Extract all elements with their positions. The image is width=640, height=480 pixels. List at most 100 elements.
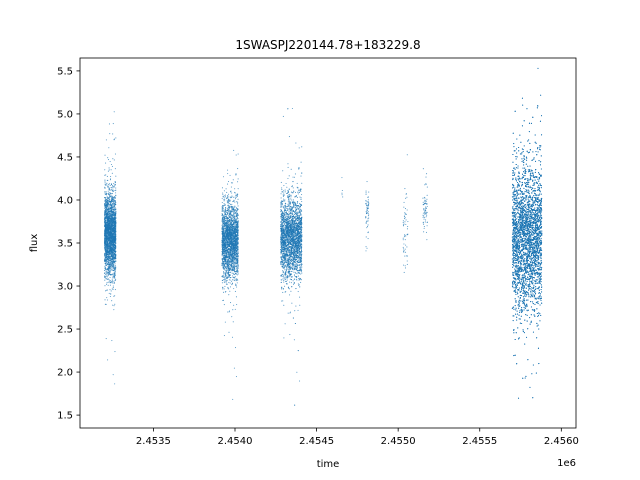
data-point — [226, 224, 228, 226]
data-point — [226, 218, 228, 220]
data-point — [110, 240, 112, 242]
data-point — [104, 174, 106, 176]
data-point — [108, 192, 110, 194]
data-point — [110, 262, 112, 264]
data-point — [108, 222, 110, 224]
data-point — [221, 202, 223, 204]
data-point — [113, 258, 115, 260]
data-point — [227, 247, 229, 249]
data-point — [112, 225, 114, 227]
data-point — [111, 250, 113, 252]
data-point — [233, 288, 235, 290]
data-point — [222, 274, 225, 276]
data-point — [106, 297, 108, 299]
data-point — [108, 212, 110, 214]
data-point — [111, 190, 113, 192]
data-point — [104, 203, 106, 205]
data-point — [111, 188, 113, 190]
data-point — [114, 264, 116, 266]
data-point — [229, 286, 231, 288]
data-point — [229, 191, 232, 193]
data-point — [110, 239, 112, 241]
data-point — [105, 209, 107, 211]
data-point — [108, 255, 110, 257]
data-point — [111, 208, 113, 210]
data-point — [234, 191, 236, 193]
data-point — [237, 245, 239, 247]
data-point — [104, 245, 106, 247]
data-point — [230, 302, 232, 304]
data-point — [110, 237, 112, 239]
data-point — [222, 262, 225, 264]
data-point — [112, 219, 114, 221]
data-point — [115, 266, 117, 268]
data-point — [221, 257, 223, 259]
data-point — [115, 212, 117, 214]
data-point — [229, 282, 231, 284]
data-point — [226, 212, 228, 214]
data-point — [106, 255, 108, 257]
data-point — [114, 168, 116, 170]
data-point — [222, 215, 224, 217]
data-point — [112, 202, 114, 204]
data-point — [105, 212, 107, 214]
data-point — [221, 282, 223, 284]
data-point — [222, 194, 224, 196]
data-point — [223, 233, 225, 235]
data-point — [107, 242, 109, 244]
data-point — [112, 188, 114, 190]
data-point — [104, 239, 106, 241]
data-point — [223, 230, 225, 232]
data-point — [236, 201, 238, 203]
data-point — [115, 189, 117, 191]
data-point — [223, 281, 225, 284]
data-point — [231, 249, 234, 251]
data-point — [235, 254, 237, 256]
data-point — [233, 269, 235, 271]
data-point — [115, 220, 117, 222]
data-point — [108, 123, 111, 125]
data-point — [111, 187, 113, 189]
data-point — [107, 274, 109, 276]
data-point — [228, 243, 230, 245]
data-point — [233, 367, 235, 369]
data-point — [108, 221, 110, 223]
data-point — [113, 206, 116, 208]
data-point — [108, 245, 110, 247]
data-point — [234, 205, 236, 207]
data-point — [104, 234, 106, 236]
data-point — [112, 232, 114, 235]
data-point — [112, 237, 114, 239]
data-point — [105, 252, 107, 254]
data-point — [112, 190, 115, 192]
data-point — [223, 304, 225, 306]
data-point — [107, 278, 109, 280]
data-point — [107, 207, 109, 209]
data-point — [107, 179, 109, 181]
data-point — [107, 226, 109, 228]
data-point — [236, 274, 238, 276]
data-point — [235, 283, 237, 285]
data-point — [105, 249, 107, 251]
data-point — [110, 186, 112, 189]
data-point — [114, 289, 116, 291]
data-point — [104, 193, 106, 195]
data-point — [108, 225, 111, 227]
data-point — [107, 273, 109, 275]
data-point — [105, 191, 107, 193]
data-point — [112, 244, 114, 246]
data-point — [109, 215, 111, 218]
data-point — [224, 227, 226, 229]
data-point — [115, 224, 117, 226]
data-point — [232, 230, 234, 232]
data-point — [234, 256, 236, 258]
data-point — [110, 266, 112, 268]
data-point — [232, 263, 234, 265]
data-point — [111, 280, 113, 282]
data-point — [109, 295, 111, 298]
data-point — [113, 273, 115, 275]
data-point — [105, 273, 107, 275]
data-point — [114, 276, 116, 278]
data-point — [105, 303, 107, 305]
data-point — [227, 173, 229, 175]
